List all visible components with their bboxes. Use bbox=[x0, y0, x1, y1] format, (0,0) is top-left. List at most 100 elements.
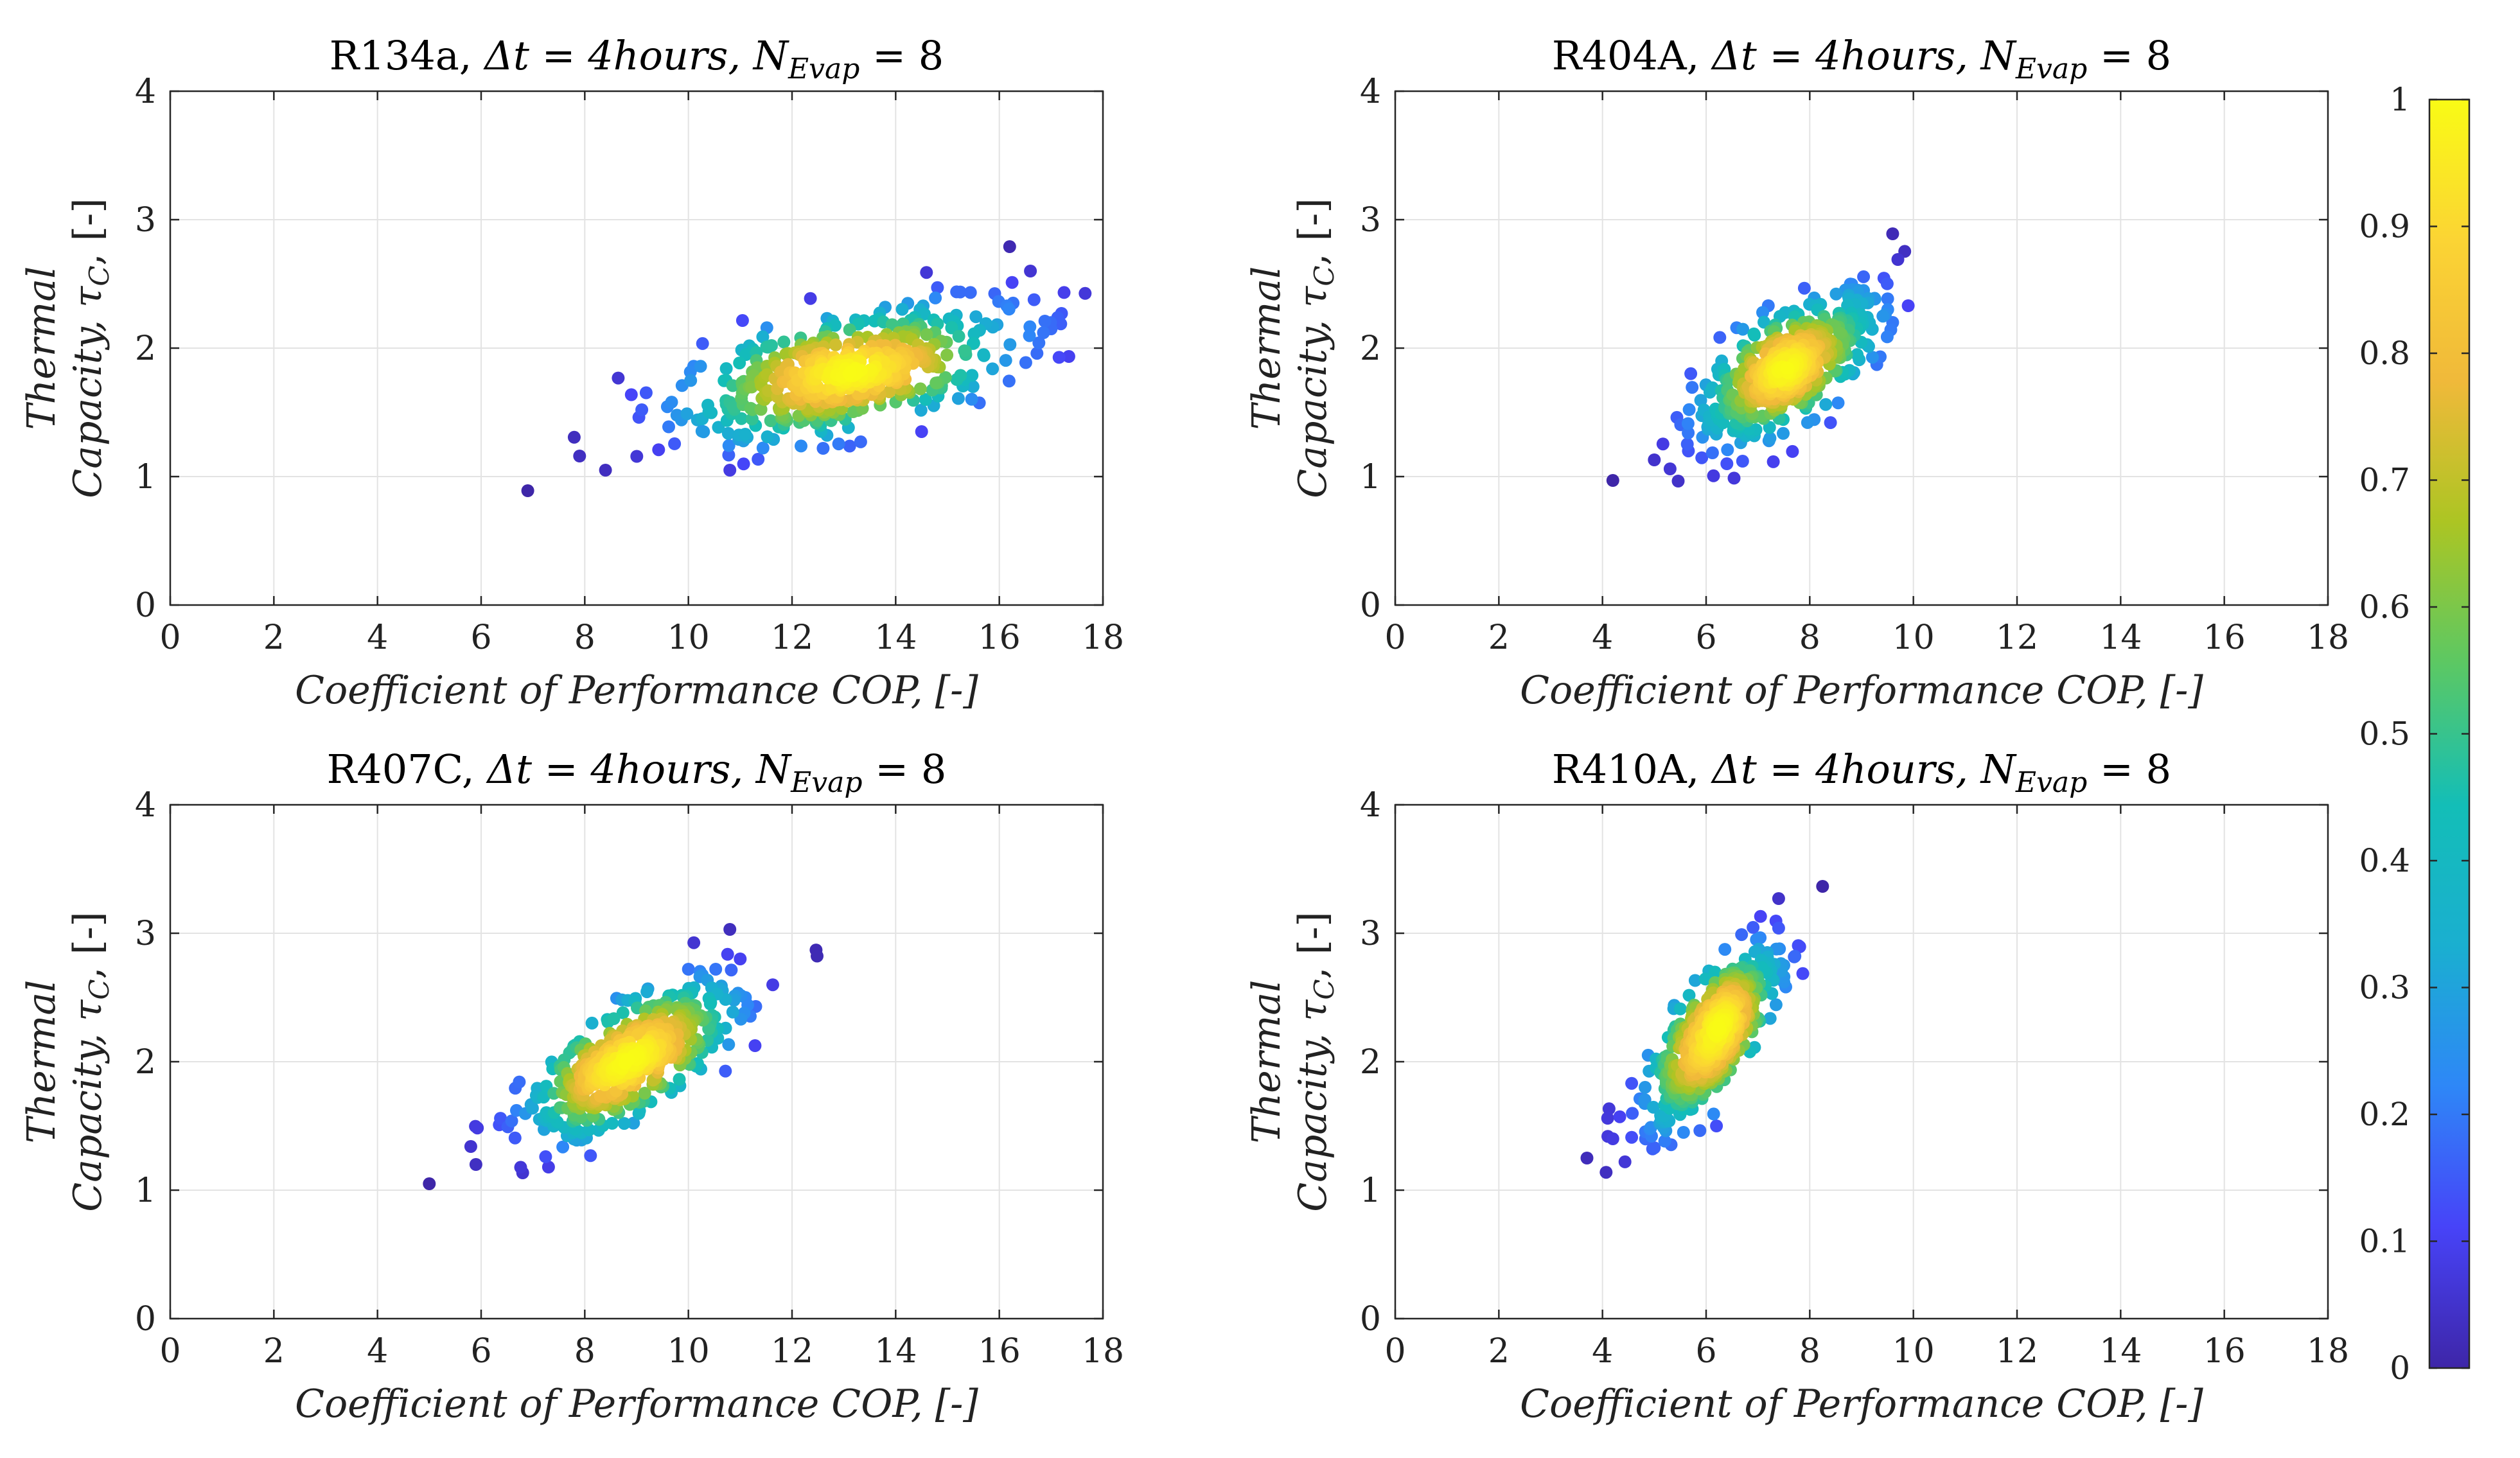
scatter-point bbox=[967, 327, 981, 340]
scatter-point bbox=[919, 393, 932, 406]
scatter-point bbox=[811, 949, 824, 963]
scatter-point bbox=[1626, 1107, 1639, 1120]
scatter-point bbox=[638, 1087, 651, 1100]
scatter-point bbox=[1673, 1002, 1687, 1015]
scatter-point bbox=[1891, 253, 1905, 266]
scatter-point bbox=[1747, 920, 1760, 934]
scatter-point bbox=[931, 281, 944, 294]
scatter-point bbox=[1681, 417, 1695, 430]
scatter-point bbox=[635, 403, 649, 416]
scatter-point bbox=[607, 1012, 621, 1025]
scatter-point bbox=[1032, 336, 1046, 349]
scatter-point bbox=[727, 400, 740, 414]
scatter-point bbox=[1023, 329, 1036, 342]
x-tick-label: 8 bbox=[574, 1332, 595, 1371]
scatter-point bbox=[1019, 356, 1032, 369]
scatter-point bbox=[1880, 330, 1894, 344]
x-tick-label: 0 bbox=[1384, 619, 1405, 657]
scatter-point bbox=[719, 1064, 732, 1078]
chart-title: R404A, Δt = 4hours, NEvap = 8 bbox=[1552, 32, 2171, 85]
scatter-point bbox=[1606, 474, 1619, 487]
scatter-point bbox=[684, 374, 698, 387]
x-axis-label: Coefficient of Performance COP, [-] bbox=[295, 668, 978, 713]
scatter-point bbox=[977, 348, 991, 362]
scatter-point bbox=[709, 963, 723, 976]
scatter-point bbox=[599, 464, 612, 477]
scatter-point bbox=[694, 360, 707, 373]
x-tick-label: 4 bbox=[1592, 619, 1613, 657]
scatter-point bbox=[680, 407, 694, 421]
scatter-point bbox=[719, 362, 733, 375]
colorbar-tick-label: 0.8 bbox=[2359, 335, 2410, 372]
scatter-point bbox=[1038, 315, 1052, 328]
y-axis-label-line1: Thermal bbox=[1244, 980, 1289, 1144]
scatter-point bbox=[965, 392, 978, 406]
x-tick-label: 2 bbox=[1488, 1332, 1510, 1371]
scatter-point bbox=[739, 428, 752, 441]
x-tick-label: 18 bbox=[2307, 619, 2349, 657]
y-tick-label: 4 bbox=[1360, 73, 1381, 111]
scatter-point bbox=[952, 329, 965, 343]
scatter-point bbox=[505, 1114, 518, 1128]
scatter-point bbox=[951, 392, 965, 405]
scatter-point bbox=[1851, 348, 1864, 362]
scatter-point bbox=[627, 1116, 640, 1130]
scatter-point bbox=[736, 314, 749, 327]
scatter-points bbox=[1580, 880, 1829, 1179]
scatter-point bbox=[1682, 426, 1695, 439]
y-tick-label: 0 bbox=[135, 1300, 156, 1339]
scatter-point bbox=[726, 1005, 739, 1019]
scatter-point bbox=[844, 365, 857, 378]
scatter-point bbox=[622, 1053, 636, 1066]
scatter-point bbox=[723, 464, 737, 477]
scatter-point bbox=[1763, 432, 1777, 445]
y-tick-label: 0 bbox=[1360, 1300, 1381, 1339]
scatter-point bbox=[1639, 1080, 1652, 1094]
scatter-point bbox=[1625, 1130, 1639, 1144]
x-tick-label: 0 bbox=[1384, 1332, 1405, 1371]
scatter-point bbox=[1601, 1112, 1614, 1125]
scatter-point bbox=[737, 457, 750, 471]
scatter-point bbox=[1780, 362, 1793, 375]
x-tick-label: 14 bbox=[2099, 619, 2142, 657]
scatter-point bbox=[631, 1028, 644, 1041]
scatter-point bbox=[471, 1121, 484, 1135]
scatter-point bbox=[804, 292, 817, 305]
colorbar-tick-label: 1 bbox=[2390, 81, 2410, 118]
scatter-point bbox=[929, 291, 942, 304]
scatter-point bbox=[1865, 351, 1879, 364]
x-tick-label: 6 bbox=[470, 619, 491, 657]
scatter-point bbox=[1769, 998, 1783, 1012]
scatter-point bbox=[958, 344, 971, 358]
scatter-points bbox=[521, 240, 1092, 497]
scatter-point bbox=[1079, 286, 1092, 300]
scatter-point bbox=[914, 403, 928, 417]
scatter-point bbox=[954, 369, 967, 382]
x-tick-label: 18 bbox=[1082, 1332, 1124, 1371]
scatter-point bbox=[920, 328, 933, 341]
x-tick-label: 10 bbox=[1892, 619, 1935, 657]
scatter-point bbox=[673, 1073, 686, 1086]
scatter-point bbox=[1656, 437, 1670, 451]
y-tick-label: 3 bbox=[135, 201, 156, 240]
scatter-point bbox=[1786, 444, 1799, 458]
y-tick-label: 1 bbox=[1360, 1172, 1381, 1210]
scatter-point bbox=[930, 376, 943, 390]
scatter-point bbox=[525, 1102, 539, 1115]
y-axis-label-line2: Capacity, τC, [-] bbox=[1291, 198, 1340, 498]
y-tick-label: 1 bbox=[135, 1172, 156, 1210]
scatter-point bbox=[1876, 310, 1890, 323]
scatter-point bbox=[895, 303, 909, 316]
x-tick-label: 10 bbox=[1892, 1332, 1935, 1371]
scatter-point bbox=[765, 339, 778, 352]
scatter-point bbox=[1819, 398, 1833, 411]
scatter-point bbox=[1831, 396, 1845, 410]
scatter-point bbox=[1682, 403, 1696, 416]
colorbar-tick-label: 0.3 bbox=[2359, 969, 2410, 1006]
scatter-point bbox=[832, 437, 845, 451]
y-tick-label: 0 bbox=[1360, 586, 1381, 625]
x-tick-label: 16 bbox=[978, 619, 1021, 657]
scatter-point bbox=[423, 1177, 436, 1190]
x-tick-label: 14 bbox=[874, 619, 917, 657]
scatter-point bbox=[1881, 292, 1894, 306]
